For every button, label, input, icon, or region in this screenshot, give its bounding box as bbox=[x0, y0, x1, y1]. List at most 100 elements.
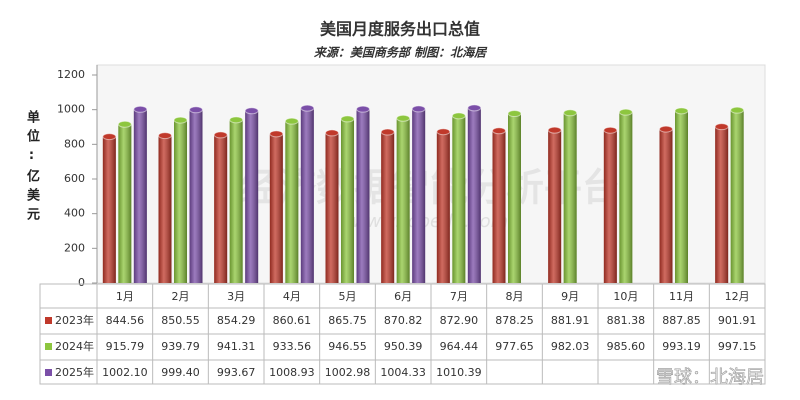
table-value: 993.67 bbox=[217, 366, 256, 379]
bar-shade bbox=[619, 112, 633, 284]
table-value: 1002.10 bbox=[102, 366, 148, 379]
legend-swatch bbox=[45, 317, 52, 324]
bar-cap bbox=[492, 127, 506, 135]
table-value: 850.55 bbox=[161, 314, 200, 327]
bar-shade bbox=[436, 131, 450, 283]
bar-shade bbox=[214, 134, 228, 283]
bar-cap bbox=[173, 116, 188, 124]
x-tick-label: 8月 bbox=[506, 290, 524, 303]
bar-cap bbox=[547, 126, 562, 134]
x-tick-label: 11月 bbox=[669, 290, 694, 303]
table-value: 887.85 bbox=[662, 314, 701, 327]
x-tick-label: 10月 bbox=[613, 290, 638, 303]
bar-cap bbox=[158, 132, 172, 140]
table-value: 933.56 bbox=[273, 340, 312, 353]
x-tick-label: 3月 bbox=[227, 290, 245, 303]
table-value: 915.79 bbox=[106, 340, 145, 353]
x-tick-label: 5月 bbox=[339, 290, 357, 303]
table-value: 993.19 bbox=[662, 340, 701, 353]
table-value: 950.39 bbox=[384, 340, 423, 353]
y-tick-label: 0 bbox=[78, 276, 85, 289]
x-tick-label: 1月 bbox=[116, 290, 134, 303]
bar-shade bbox=[492, 130, 506, 283]
table-value: 865.75 bbox=[328, 314, 367, 327]
bar-cap bbox=[603, 126, 618, 134]
bar-cap bbox=[117, 120, 132, 128]
table-value: 881.38 bbox=[607, 314, 646, 327]
bar-cap bbox=[396, 114, 411, 122]
watermark: 雪球：北海居 bbox=[656, 367, 764, 388]
bar-cap bbox=[563, 109, 578, 117]
bar-shade bbox=[548, 130, 562, 283]
chart-subtitle: 来源：美国商务部 制图：北海居 bbox=[314, 46, 488, 60]
bar-shade bbox=[563, 112, 577, 283]
bar-shade bbox=[325, 132, 339, 283]
bar-shade bbox=[245, 110, 259, 283]
table-value: 999.40 bbox=[161, 366, 200, 379]
bar-shade bbox=[158, 135, 172, 283]
legend-label: 2025年 bbox=[55, 365, 94, 379]
bar-shade bbox=[189, 109, 203, 284]
bar-cap bbox=[714, 123, 729, 131]
legend-label: 2023年 bbox=[55, 313, 94, 327]
bar-shade bbox=[133, 109, 147, 283]
bar-cap bbox=[284, 117, 299, 125]
bar-cap bbox=[436, 128, 451, 136]
bar-cap bbox=[340, 115, 355, 123]
bar-cap bbox=[229, 116, 244, 124]
bar-shade bbox=[467, 107, 481, 284]
y-tick-label: 600 bbox=[64, 172, 85, 185]
bar-cap bbox=[618, 108, 633, 116]
table-value: 870.82 bbox=[384, 314, 423, 327]
bar-shade bbox=[452, 115, 466, 283]
bar-shade bbox=[603, 130, 617, 283]
table-value: 1002.98 bbox=[325, 366, 371, 379]
x-tick-label: 7月 bbox=[450, 290, 468, 303]
table-value: 1008.93 bbox=[269, 366, 315, 379]
bar-cap bbox=[269, 130, 284, 138]
bar-shade bbox=[675, 110, 688, 283]
bar-cap bbox=[102, 133, 117, 141]
bar-cap bbox=[411, 105, 426, 113]
bar-cap bbox=[451, 112, 466, 120]
chart-title: 美国月度服务出口总值 bbox=[320, 20, 480, 39]
legend-label: 2024年 bbox=[55, 339, 94, 353]
y-tick-label: 200 bbox=[64, 241, 85, 254]
x-tick-label: 9月 bbox=[561, 290, 579, 303]
bar-cap bbox=[659, 125, 673, 133]
table-value: 977.65 bbox=[495, 340, 534, 353]
bar-shade bbox=[118, 124, 132, 284]
bar-shade bbox=[356, 109, 370, 283]
bar-shade bbox=[659, 129, 673, 283]
bar-cap bbox=[300, 104, 315, 112]
table-value: 844.56 bbox=[106, 314, 145, 327]
y-axis-label: 单位:亿美元 bbox=[24, 110, 39, 226]
table-value: 881.91 bbox=[551, 314, 590, 327]
table-value: 878.25 bbox=[495, 314, 534, 327]
bar-shade bbox=[269, 133, 283, 283]
bar-cap bbox=[467, 104, 482, 112]
bar-cap bbox=[730, 106, 745, 114]
bar-cap bbox=[244, 107, 259, 115]
table-value: 860.61 bbox=[273, 314, 312, 327]
table-value: 985.60 bbox=[607, 340, 646, 353]
plot-area bbox=[96, 64, 766, 284]
bar-shade bbox=[341, 118, 354, 283]
watermark: www.topedb.com bbox=[352, 211, 508, 232]
bar-shade bbox=[102, 136, 116, 283]
bar-cap bbox=[325, 129, 339, 137]
bar-cap bbox=[213, 131, 228, 139]
bar-cap bbox=[507, 110, 522, 118]
x-tick-label: 12月 bbox=[725, 290, 750, 303]
bar-cap bbox=[380, 128, 395, 136]
table-value: 997.15 bbox=[718, 340, 757, 353]
legend-swatch bbox=[45, 343, 52, 350]
table-value: 1010.39 bbox=[436, 366, 482, 379]
bar-shade bbox=[229, 119, 243, 283]
y-tick-label: 800 bbox=[64, 137, 85, 150]
legend-swatch bbox=[45, 369, 52, 376]
bar-cap bbox=[189, 106, 203, 114]
bar-cap bbox=[674, 107, 689, 115]
table-value: 946.55 bbox=[328, 340, 367, 353]
